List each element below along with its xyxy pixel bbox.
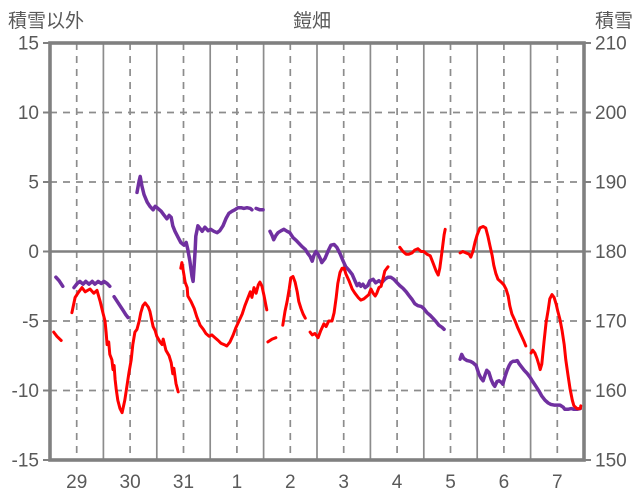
purple-series-line <box>72 279 112 290</box>
left-axis-tick-label: 10 <box>18 103 39 124</box>
left-axis-tick-label: 0 <box>28 242 39 263</box>
right-axis-title: 積雪 <box>595 10 633 32</box>
red-series-line <box>398 227 447 277</box>
x-axis-tick-label: 29 <box>66 472 87 493</box>
series-layer <box>52 174 583 415</box>
purple-series-line <box>458 352 583 412</box>
right-axis-tick-label: 210 <box>595 34 627 55</box>
x-axis-tick-label: 2 <box>285 472 296 493</box>
right-axis-tick-label: 150 <box>595 451 627 472</box>
x-axis-tick-label: 7 <box>552 472 563 493</box>
left-axis-title: 積雪以外 <box>8 10 84 32</box>
right-axis-tick-label: 190 <box>595 173 627 194</box>
purple-series-line <box>135 174 254 284</box>
x-axis-tick-label: 6 <box>499 472 510 493</box>
x-axis-tick-label: 5 <box>445 472 456 493</box>
plot-border <box>48 41 586 462</box>
left-axis-tick-label: 5 <box>28 173 39 194</box>
x-axis-tick-label: 30 <box>120 472 141 493</box>
x-axis-tick-label: 31 <box>173 472 194 493</box>
right-axis-tick-label: 180 <box>595 242 627 263</box>
x-axis-tick-label: 1 <box>232 472 243 493</box>
red-series-line <box>281 275 307 327</box>
right-axis-tick-label: 170 <box>595 312 627 333</box>
left-axis-tick-label: 15 <box>18 34 39 55</box>
right-axis-tick-label: 200 <box>595 103 627 124</box>
left-axis-tick-label: -5 <box>22 312 39 333</box>
red-series-line <box>529 293 583 411</box>
right-axis-tick-label: 160 <box>595 381 627 402</box>
purple-series-line <box>268 227 446 332</box>
purple-series-line <box>112 294 130 320</box>
red-series-line <box>458 225 528 348</box>
x-axis-tick-label: 4 <box>392 472 403 493</box>
red-series-line <box>70 286 180 415</box>
red-series-line <box>308 265 390 340</box>
red-series-line <box>266 336 278 344</box>
purple-series-line <box>54 275 65 289</box>
left-axis-tick-label: -15 <box>12 451 39 472</box>
red-series-line <box>179 261 269 348</box>
purple-series-line <box>254 206 265 212</box>
chart-title: 鎧畑 <box>293 10 331 32</box>
red-series-line <box>52 330 63 342</box>
x-axis-tick-label: 3 <box>338 472 349 493</box>
left-axis-tick-label: -10 <box>12 381 39 402</box>
